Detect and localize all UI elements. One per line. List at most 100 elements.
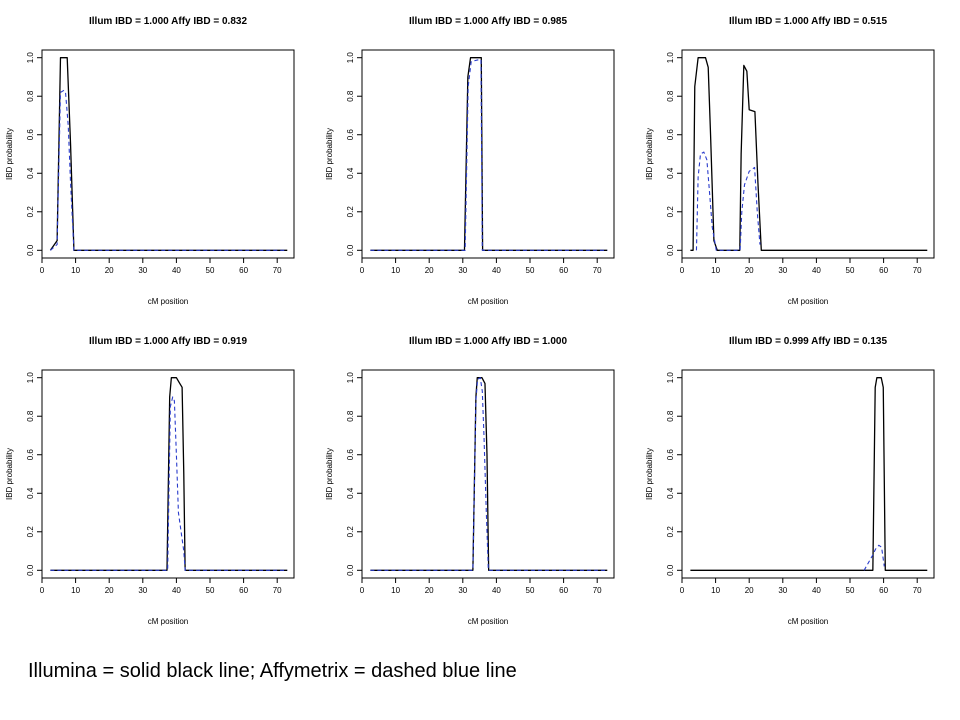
x-tick-label: 30 bbox=[778, 586, 787, 595]
y-tick-label: 0.6 bbox=[26, 129, 35, 141]
y-axis-label: IBD probability bbox=[325, 128, 334, 180]
plot-frame bbox=[361, 49, 615, 259]
y-tick-label: 0.8 bbox=[26, 410, 35, 422]
affymetrix-line bbox=[50, 396, 288, 571]
y-tick-label: 0.6 bbox=[666, 129, 675, 141]
x-tick-label: 20 bbox=[105, 266, 114, 275]
y-tick-label: 0.6 bbox=[666, 449, 675, 461]
y-axis-label: IBD probability bbox=[645, 448, 654, 500]
y-tick-label: 0.8 bbox=[26, 90, 35, 102]
y-tick-label: 0.2 bbox=[26, 526, 35, 538]
chart-svg: Illum IBD = 1.000 Affy IBD = 0.985 0 10 20 3… bbox=[325, 16, 615, 306]
y-tick-label: 0.8 bbox=[666, 90, 675, 102]
x-tick-label: 40 bbox=[172, 266, 181, 275]
chart-panel-4: Illum IBD = 1.000 Affy IBD = 0.919 0 10 20 3… bbox=[0, 320, 320, 640]
x-tick-label: 20 bbox=[745, 266, 754, 275]
plot-frame bbox=[681, 49, 935, 259]
y-tick-label: 0.8 bbox=[346, 90, 355, 102]
x-tick-label: 20 bbox=[425, 266, 434, 275]
chart-svg: Illum IBD = 1.000 Affy IBD = 0.919 0 10 20 3… bbox=[5, 336, 295, 626]
x-tick-label: 60 bbox=[559, 266, 568, 275]
chart-title: Illum IBD = 1.000 Affy IBD = 1.000 bbox=[409, 336, 567, 347]
x-axis-label: cM position bbox=[468, 297, 508, 306]
y-tick-label: 0.0 bbox=[666, 244, 675, 256]
x-tick-label: 30 bbox=[458, 266, 467, 275]
affymetrix-line bbox=[863, 544, 885, 571]
plot-frame bbox=[41, 369, 295, 579]
x-tick-label: 20 bbox=[105, 586, 114, 595]
y-tick-label: 0.0 bbox=[346, 244, 355, 256]
x-tick-label: 20 bbox=[425, 586, 434, 595]
x-tick-label: 70 bbox=[913, 266, 922, 275]
affymetrix-line bbox=[695, 151, 761, 251]
x-tick-label: 0 bbox=[680, 586, 685, 595]
y-tick-label: 0.2 bbox=[346, 526, 355, 538]
chart-title: Illum IBD = 1.000 Affy IBD = 0.832 bbox=[89, 16, 247, 27]
illumina-line bbox=[370, 377, 608, 571]
x-tick-label: 30 bbox=[138, 586, 147, 595]
chart-panel-6: Illum IBD = 0.999 Affy IBD = 0.135 0 10 20 3… bbox=[640, 320, 960, 640]
x-tick-label: 0 bbox=[360, 586, 365, 595]
chart-svg: Illum IBD = 1.000 Affy IBD = 1.000 0 10 20 3… bbox=[325, 336, 615, 626]
y-tick-label: 1.0 bbox=[666, 52, 675, 64]
y-tick-label: 0.2 bbox=[26, 206, 35, 218]
x-tick-label: 0 bbox=[360, 266, 365, 275]
illumina-line bbox=[690, 57, 928, 251]
x-tick-label: 30 bbox=[138, 266, 147, 275]
illumina-line bbox=[49, 57, 288, 251]
x-tick-label: 50 bbox=[846, 266, 855, 275]
y-axis-label: IBD probability bbox=[5, 448, 14, 500]
x-tick-label: 70 bbox=[273, 586, 282, 595]
chart-panel-1: Illum IBD = 1.000 Affy IBD = 0.832 0 10 20 3… bbox=[0, 0, 320, 320]
x-tick-label: 10 bbox=[71, 586, 80, 595]
x-tick-label: 30 bbox=[778, 266, 787, 275]
y-tick-label: 0.2 bbox=[666, 526, 675, 538]
plot-frame bbox=[361, 369, 615, 579]
chart-svg: Illum IBD = 0.999 Affy IBD = 0.135 0 10 20 3… bbox=[645, 336, 935, 626]
figure-caption: Illumina = solid black line; Affymetrix … bbox=[28, 660, 517, 682]
y-tick-label: 0.6 bbox=[346, 129, 355, 141]
y-axis-label: IBD probability bbox=[5, 128, 14, 180]
x-tick-label: 10 bbox=[711, 586, 720, 595]
x-tick-label: 60 bbox=[239, 586, 248, 595]
x-tick-label: 40 bbox=[812, 586, 821, 595]
y-tick-label: 0.0 bbox=[666, 564, 675, 576]
illumina-line bbox=[50, 377, 288, 571]
y-tick-label: 1.0 bbox=[26, 372, 35, 384]
y-tick-label: 0.2 bbox=[666, 206, 675, 218]
affymetrix-line bbox=[370, 59, 608, 251]
chart-panel-2: Illum IBD = 1.000 Affy IBD = 0.985 0 10 20 3… bbox=[320, 0, 640, 320]
y-tick-label: 0.6 bbox=[26, 449, 35, 461]
y-tick-label: 0.8 bbox=[346, 410, 355, 422]
chart-svg: Illum IBD = 1.000 Affy IBD = 0.515 0 10 20 3… bbox=[645, 16, 935, 306]
y-tick-label: 0.0 bbox=[346, 564, 355, 576]
illumina-line bbox=[690, 377, 928, 571]
x-tick-label: 40 bbox=[492, 266, 501, 275]
x-tick-label: 10 bbox=[391, 266, 400, 275]
y-tick-label: 1.0 bbox=[666, 372, 675, 384]
x-tick-label: 50 bbox=[206, 266, 215, 275]
x-tick-label: 10 bbox=[711, 266, 720, 275]
x-tick-label: 40 bbox=[492, 586, 501, 595]
affymetrix-line bbox=[50, 89, 288, 251]
y-tick-label: 0.6 bbox=[346, 449, 355, 461]
x-axis-label: cM position bbox=[468, 617, 508, 626]
x-tick-label: 50 bbox=[846, 586, 855, 595]
y-tick-label: 1.0 bbox=[346, 372, 355, 384]
y-tick-label: 0.0 bbox=[26, 244, 35, 256]
y-tick-label: 0.0 bbox=[26, 564, 35, 576]
x-axis-label: cM position bbox=[148, 297, 188, 306]
x-tick-label: 40 bbox=[812, 266, 821, 275]
x-tick-label: 10 bbox=[71, 266, 80, 275]
y-tick-label: 0.8 bbox=[666, 410, 675, 422]
y-tick-label: 0.2 bbox=[346, 206, 355, 218]
x-tick-label: 40 bbox=[172, 586, 181, 595]
x-tick-label: 70 bbox=[913, 586, 922, 595]
x-tick-label: 60 bbox=[559, 586, 568, 595]
x-tick-label: 50 bbox=[526, 586, 535, 595]
x-tick-label: 0 bbox=[40, 266, 45, 275]
x-tick-label: 60 bbox=[879, 586, 888, 595]
x-tick-label: 50 bbox=[526, 266, 535, 275]
plot-frame bbox=[41, 49, 295, 259]
chart-panel-5: Illum IBD = 1.000 Affy IBD = 1.000 0 10 20 3… bbox=[320, 320, 640, 640]
